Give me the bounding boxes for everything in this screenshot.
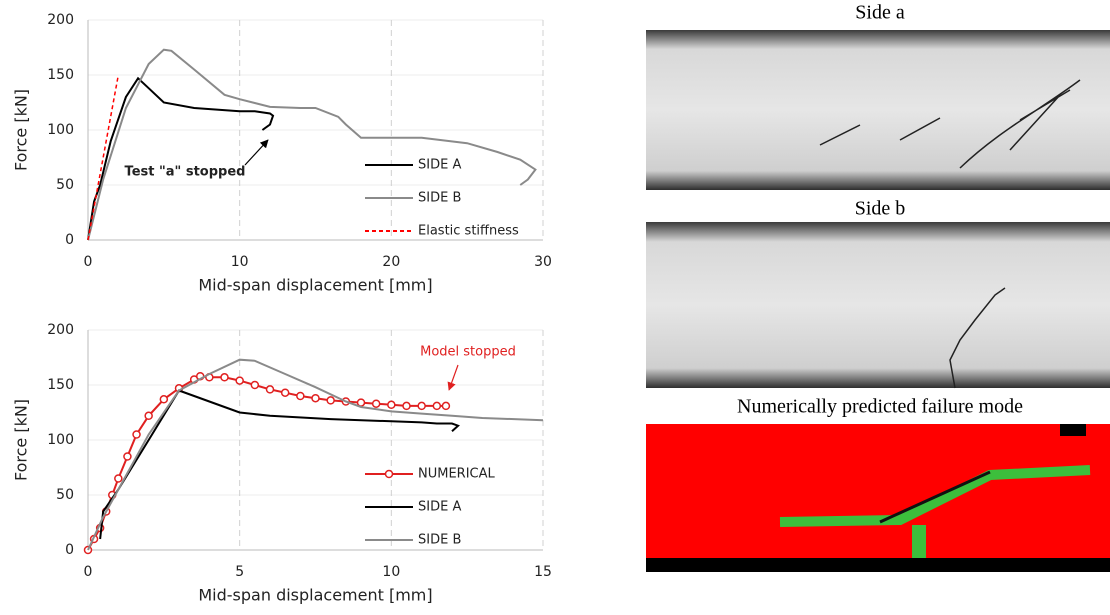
marker bbox=[373, 400, 380, 407]
y-tick-label: 0 bbox=[65, 232, 74, 248]
y-tick-label: 100 bbox=[47, 432, 74, 448]
x-tick-label: 0 bbox=[84, 564, 93, 580]
marker bbox=[115, 475, 122, 482]
image-caption: Numerically predicted failure mode bbox=[737, 396, 1023, 418]
x-tick-label: 30 bbox=[534, 254, 552, 270]
photo bbox=[646, 222, 1110, 388]
series-line bbox=[88, 78, 273, 240]
marker bbox=[312, 395, 319, 402]
marker bbox=[433, 402, 440, 409]
marker bbox=[327, 397, 334, 404]
x-tick-label: 5 bbox=[235, 564, 244, 580]
legend-label: SIDE B bbox=[418, 533, 461, 548]
simulation-edge bbox=[1060, 424, 1086, 436]
y-tick-label: 100 bbox=[47, 122, 74, 138]
marker bbox=[388, 401, 395, 408]
x-axis-title: Mid-span displacement [mm] bbox=[198, 586, 432, 605]
figure: Side a Side b Numerically predicted fail… bbox=[0, 0, 1110, 615]
legend-marker bbox=[386, 471, 393, 478]
x-tick-label: 15 bbox=[534, 564, 552, 580]
legend-label: NUMERICAL bbox=[418, 467, 496, 482]
series-line bbox=[88, 360, 543, 550]
y-tick-label: 200 bbox=[47, 322, 74, 338]
marker bbox=[251, 382, 258, 389]
annotation: Model stopped bbox=[420, 345, 516, 360]
series-line bbox=[88, 50, 535, 240]
damage-band bbox=[912, 525, 926, 558]
marker bbox=[297, 393, 304, 400]
y-tick-label: 50 bbox=[56, 177, 74, 193]
image-caption: Side b bbox=[855, 198, 906, 220]
image-caption: Side a bbox=[855, 2, 905, 24]
marker bbox=[236, 377, 243, 384]
y-tick-label: 150 bbox=[47, 67, 74, 83]
marker bbox=[145, 412, 152, 419]
marker bbox=[282, 389, 289, 396]
y-tick-label: 200 bbox=[47, 12, 74, 28]
x-tick-label: 10 bbox=[231, 254, 249, 270]
marker bbox=[418, 402, 425, 409]
x-tick-label: 20 bbox=[382, 254, 400, 270]
legend-label: SIDE A bbox=[418, 158, 461, 173]
y-axis-title: Force [kN] bbox=[12, 399, 31, 481]
marker bbox=[221, 374, 228, 381]
legend-label: Elastic stiffness bbox=[418, 224, 519, 239]
marker bbox=[442, 402, 449, 409]
x-axis-title: Mid-span displacement [mm] bbox=[198, 276, 432, 295]
annotation-arrow bbox=[245, 140, 268, 165]
y-axis-title: Force [kN] bbox=[12, 89, 31, 171]
y-tick-label: 0 bbox=[65, 542, 74, 558]
annotation: Test "a" stopped bbox=[125, 165, 246, 180]
y-tick-label: 50 bbox=[56, 487, 74, 503]
marker bbox=[133, 431, 140, 438]
legend-label: SIDE A bbox=[418, 500, 461, 515]
x-tick-label: 10 bbox=[382, 564, 400, 580]
marker bbox=[124, 453, 131, 460]
y-tick-label: 150 bbox=[47, 377, 74, 393]
simulation bbox=[646, 424, 1110, 572]
x-tick-label: 0 bbox=[84, 254, 93, 270]
legend-label: SIDE B bbox=[418, 191, 461, 206]
marker bbox=[403, 402, 410, 409]
marker bbox=[267, 386, 274, 393]
marker bbox=[160, 396, 167, 403]
simulation-edge bbox=[646, 558, 1110, 572]
photo bbox=[646, 30, 1110, 190]
annotation-arrow bbox=[449, 365, 458, 390]
